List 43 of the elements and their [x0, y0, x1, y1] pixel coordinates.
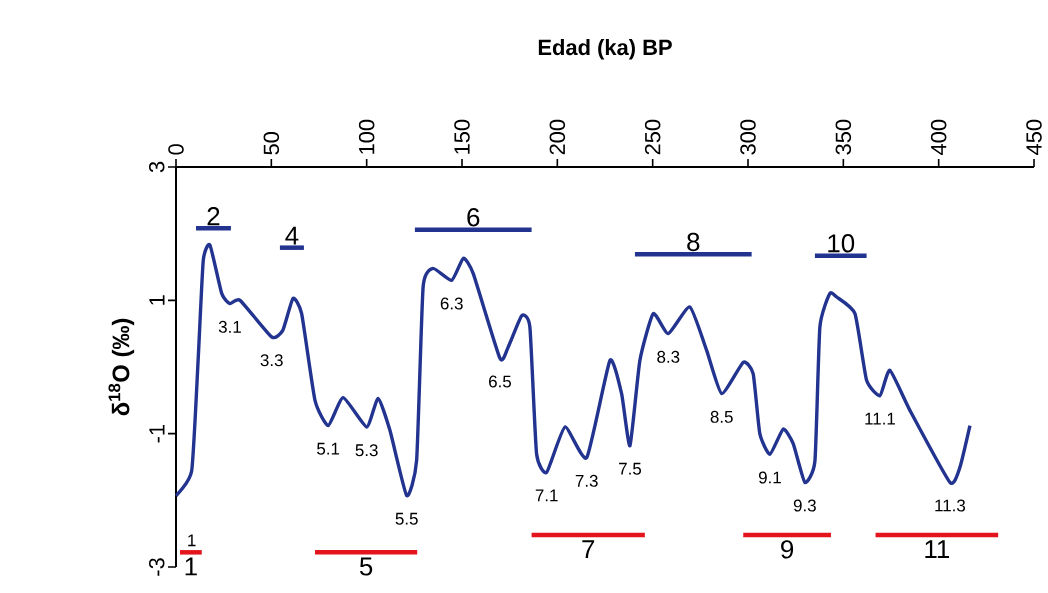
x-tick-label: 100: [358, 119, 375, 154]
series-label: 6: [467, 208, 480, 227]
y-tick-label: -3: [148, 558, 165, 576]
x-tick-label: 0: [168, 144, 184, 155]
annotation: 3.1: [218, 320, 241, 333]
y-tick-label: 3: [148, 161, 165, 173]
annotation: 7.1: [535, 489, 558, 502]
annotation: 9.1: [758, 471, 781, 484]
annotation: 8.5: [710, 410, 733, 423]
annotation: 1: [188, 534, 196, 547]
y-tick-label: -1: [149, 424, 165, 443]
series-label: 2: [207, 207, 220, 226]
x-tick-label: 50: [263, 131, 280, 155]
annotation: 11.1: [865, 412, 895, 425]
x-tick-label: 350: [835, 119, 852, 155]
annotation: 5.3: [355, 444, 378, 457]
series-label: 7: [582, 540, 595, 559]
x-tick-label: 300: [740, 119, 756, 155]
x-tick-label: 200: [549, 119, 566, 155]
x-tick-label: 400: [930, 119, 947, 155]
annotation: 8.3: [657, 350, 680, 363]
y-tick-label: 1: [149, 295, 165, 305]
series-label: 8: [687, 232, 700, 252]
series-label: 1: [185, 557, 197, 576]
series-label: 10: [828, 234, 855, 253]
annotation: 9.3: [793, 499, 816, 512]
chart-title: Edad (ka) BP: [538, 39, 672, 60]
annotation: 6.3: [440, 297, 463, 310]
annotation: 7.5: [619, 462, 642, 475]
x-tick-label: 250: [644, 119, 661, 155]
annotation: 3.3: [260, 354, 283, 367]
series-label: 4: [285, 226, 299, 245]
series-label: 11: [925, 540, 950, 559]
annotation: 11.3: [935, 499, 966, 512]
x-tick-label: 150: [454, 119, 470, 154]
series-label: 9: [781, 540, 794, 559]
text: δ$^{18}$O (‰): [108, 318, 135, 416]
series-label: 5: [359, 557, 373, 576]
annotation: 5.5: [395, 512, 418, 525]
x-tick-label: 450: [1026, 119, 1042, 155]
annotation: 6.5: [489, 375, 511, 388]
annotation: 7.3: [575, 474, 598, 487]
annotation: 5.1: [317, 442, 340, 455]
